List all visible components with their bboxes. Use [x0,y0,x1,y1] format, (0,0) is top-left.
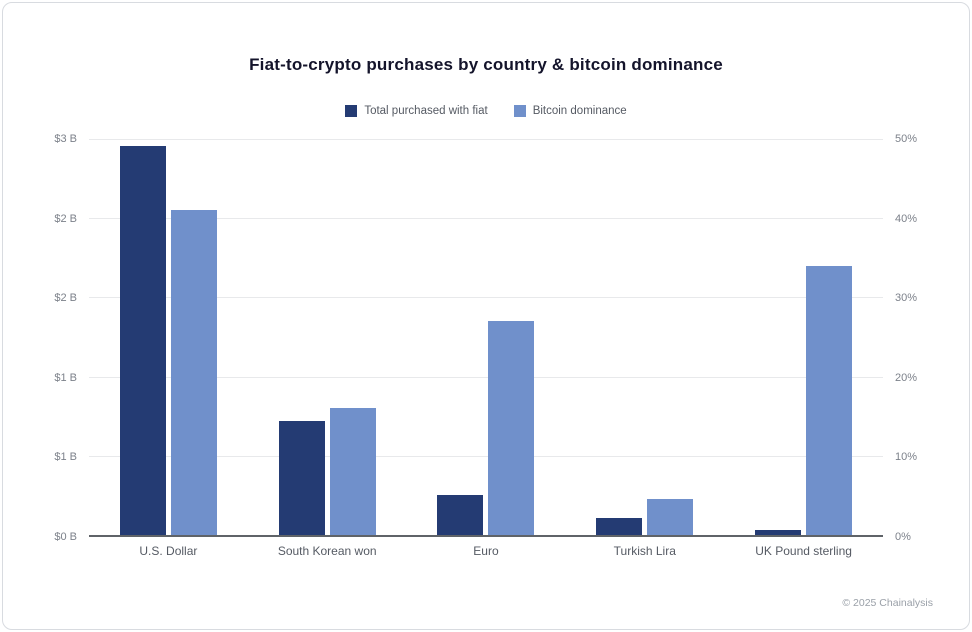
y-left-tick-label: $0 B [54,531,77,543]
bar-bitcoin-dominance [488,321,535,535]
legend: Total purchased with fiat Bitcoin domina… [3,105,969,117]
y-right-tick-label: 10% [895,451,918,464]
x-axis-category-label: UK Pound sterling [755,544,852,558]
bar-total-fiat [755,529,802,535]
bar-total-fiat [596,517,643,535]
y-right-tick-label: 20% [895,371,918,384]
bar-total-fiat [437,495,484,535]
y-axis-left: $3 B $2 B $2 B $1 B $1 B $0 B [31,133,89,543]
y-left-tick-label: $2 B [54,212,77,225]
bar-group: Turkish Lira [596,139,694,558]
bar-group: U.S. Dollar [119,139,217,558]
bar-total-fiat [278,421,325,535]
bar-bitcoin-dominance [647,499,694,535]
y-left-tick-label: $1 B [54,371,77,384]
y-left-tick-label: $1 B [54,451,77,464]
y-right-tick-label: 0% [895,531,911,543]
x-axis-category-label: Euro [473,544,499,558]
y-right-tick-label: 40% [895,212,918,225]
y-left-tick-label: $3 B [54,133,77,145]
legend-swatch-fiat [345,105,358,117]
x-axis-category-label: U.S. Dollar [139,544,198,558]
y-left-tick-label: $2 B [54,292,77,305]
x-axis-category-label: Turkish Lira [613,544,676,558]
gridline [89,218,883,220]
y-right-tick-label: 30% [895,292,918,305]
gridline [89,139,883,140]
gridline [89,297,883,299]
gridline [89,455,883,457]
chart-title: Fiat-to-crypto purchases by country & bi… [249,55,723,74]
bar-total-fiat [119,145,166,535]
legend-item-fiat: Total purchased with fiat [345,105,488,117]
bar-groups: U.S. Dollar South Korean won Euro Turkish L… [89,139,883,558]
copyright-text: © 2025 Chainalysis [842,597,933,609]
plot-area: U.S. Dollar South Korean won Euro Turkish L… [89,139,883,558]
x-axis-category-label: South Korean won [277,544,377,558]
chart-area: $3 B $2 B $2 B $1 B $1 B $0 B U.S. Dollar Sout… [31,133,941,558]
legend-label-dominance: Bitcoin dominance [532,105,627,117]
bar-bitcoin-dominance [170,210,217,535]
gridline [89,376,883,378]
legend-swatch-dominance [513,105,526,117]
bar-bitcoin-dominance [806,265,853,535]
y-right-tick-label: 50% [895,133,918,145]
bar-group: Euro [437,139,535,558]
legend-label-fiat: Total purchased with fiat [364,105,488,117]
bar-bitcoin-dominance [329,408,376,535]
bar-group: South Korean won [278,139,377,558]
y-axis-right: 50% 40% 30% 20% 10% 0% [883,133,941,543]
bar-group: UK Pound sterling [755,139,853,558]
legend-item-dominance: Bitcoin dominance [513,105,627,117]
